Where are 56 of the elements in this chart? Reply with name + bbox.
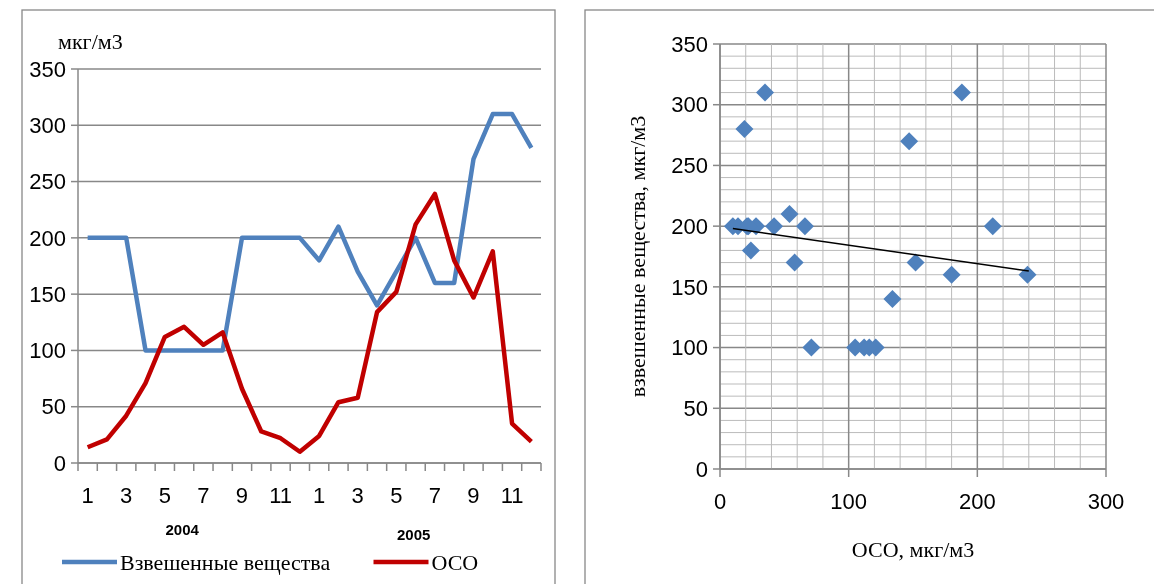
line-series bbox=[85, 111, 534, 353]
y-tick-label: 150 bbox=[671, 274, 708, 300]
point bbox=[900, 132, 919, 151]
y-tick-label: 0 bbox=[695, 456, 708, 482]
x-tick-label: 1 bbox=[81, 483, 94, 508]
point bbox=[765, 217, 784, 236]
line-series bbox=[85, 191, 534, 454]
x-tick-label: 7 bbox=[428, 483, 442, 508]
x-tick-label: 0 bbox=[713, 489, 727, 514]
y-tick-label: 250 bbox=[29, 169, 66, 195]
x-tick-label: 11 bbox=[500, 483, 524, 508]
y-tick-label: 150 bbox=[29, 281, 66, 307]
point bbox=[942, 265, 961, 284]
point bbox=[795, 217, 814, 236]
point bbox=[780, 205, 799, 223]
y-tick-label: 200 bbox=[671, 213, 708, 239]
x-tick-label: 7 bbox=[197, 483, 210, 508]
text: 2004 bbox=[165, 521, 200, 538]
x-tick-label: 11 bbox=[269, 483, 292, 508]
y-tick-label: 200 bbox=[29, 225, 66, 251]
y-tick-label: 350 bbox=[29, 56, 66, 82]
x-tick-label: 3 bbox=[120, 483, 133, 508]
y-axis-title: мкг/м3 bbox=[58, 29, 123, 54]
point bbox=[756, 83, 775, 102]
point bbox=[741, 241, 760, 260]
x-tick-label: 100 bbox=[830, 489, 868, 514]
x-tick-label: 200 bbox=[958, 489, 996, 514]
y-tick-label: 250 bbox=[671, 153, 708, 179]
x-axis-title: ОСО, мкг/м3 bbox=[851, 537, 975, 562]
point bbox=[802, 338, 821, 357]
legend-label: Взвешенные вещества bbox=[120, 549, 331, 575]
y-tick-label: 300 bbox=[671, 92, 708, 118]
point bbox=[983, 217, 1002, 236]
y-tick-label: 100 bbox=[671, 335, 708, 361]
point bbox=[906, 253, 925, 272]
point bbox=[883, 290, 902, 308]
x-tick-label: 1 bbox=[313, 483, 326, 508]
point bbox=[735, 120, 754, 138]
text: 2005 bbox=[396, 526, 431, 543]
point bbox=[785, 253, 804, 272]
y-tick-label: 50 bbox=[41, 394, 66, 420]
y-tick-label: 0 bbox=[53, 450, 66, 476]
x-tick-label: 9 bbox=[467, 483, 480, 508]
legend-label: ОСО bbox=[431, 549, 479, 575]
x-tick-label: 9 bbox=[235, 483, 249, 508]
y-tick-label: 300 bbox=[29, 112, 66, 138]
y-tick-label: 100 bbox=[29, 338, 66, 364]
x-tick-label: 5 bbox=[158, 483, 171, 508]
y-axis-title: взвешенные вещества, мкг/м3 bbox=[625, 115, 650, 398]
point bbox=[1018, 265, 1037, 284]
point bbox=[952, 83, 971, 102]
y-tick-label: 50 bbox=[683, 395, 708, 421]
y-tick-label: 350 bbox=[671, 31, 708, 57]
x-tick-label: 3 bbox=[351, 483, 364, 508]
x-tick-label: 300 bbox=[1087, 489, 1125, 514]
x-tick-label: 5 bbox=[390, 483, 403, 508]
